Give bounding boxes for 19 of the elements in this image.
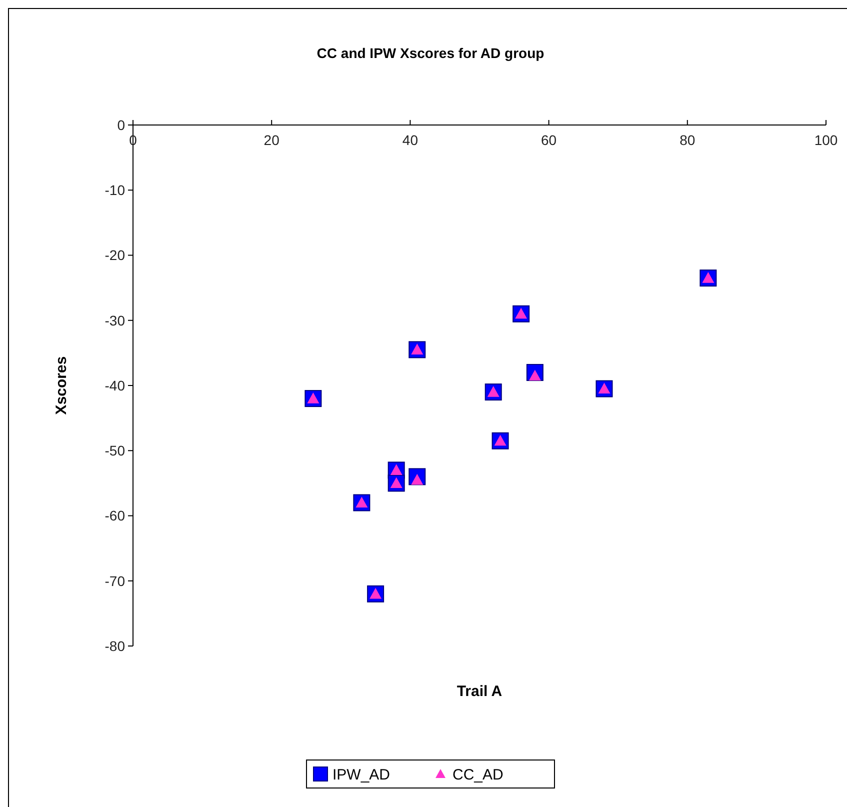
chart-title: CC and IPW Xscores for AD group — [316, 45, 544, 61]
legend-label: IPW_AD — [332, 766, 390, 784]
y-axis-title: Xscores — [53, 356, 70, 415]
y-tick-label: 0 — [117, 116, 126, 133]
x-axis-title: Trail A — [456, 683, 502, 700]
y-tick-label: -70 — [104, 572, 126, 589]
x-tick-label: 100 — [814, 132, 838, 148]
y-tick-label: -50 — [104, 442, 126, 459]
x-tick-label: 80 — [680, 132, 696, 148]
legend-label: CC_AD — [452, 766, 504, 784]
y-tick-label: -80 — [104, 638, 126, 654]
y-tick-label: -40 — [104, 377, 126, 394]
y-tick-label: -20 — [104, 247, 126, 264]
y-tick-label: -10 — [104, 182, 126, 198]
y-tick-label: -60 — [104, 508, 126, 524]
x-tick-label: 40 — [402, 132, 418, 148]
x-tick-label: 60 — [541, 132, 557, 148]
y-tick-label: -30 — [104, 312, 126, 328]
x-tick-label: 20 — [264, 132, 280, 148]
